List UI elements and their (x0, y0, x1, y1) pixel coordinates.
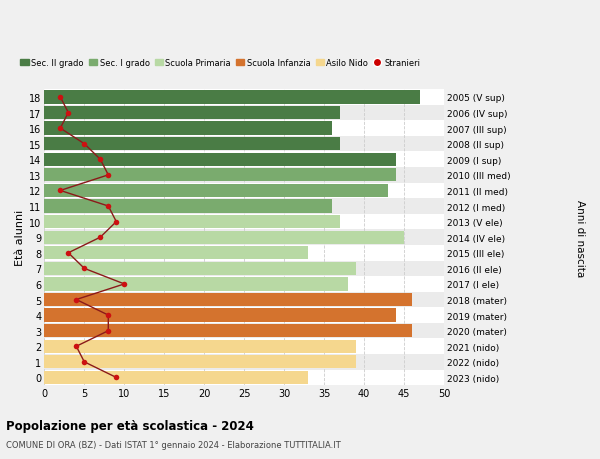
Bar (44, 214, 444, 230)
Bar (44, 370, 444, 386)
Point (103, 203, 113, 210)
Point (80, 265, 89, 273)
Bar (44, 339, 444, 354)
Bar (44, 325, 412, 337)
Point (80, 141, 89, 148)
Point (103, 327, 113, 335)
Point (56, 94, 65, 101)
Point (71, 343, 81, 350)
Point (64, 110, 73, 117)
Bar (44, 355, 356, 369)
Point (103, 312, 113, 319)
Y-axis label: Anni di nascita: Anni di nascita (575, 199, 585, 276)
Bar (44, 199, 444, 214)
Bar (44, 137, 444, 152)
Bar (44, 261, 444, 276)
Bar (44, 153, 396, 167)
Bar (44, 308, 444, 323)
Bar (44, 185, 388, 198)
Bar (44, 276, 444, 292)
Bar (44, 169, 396, 182)
Bar (44, 200, 332, 213)
Point (80, 358, 89, 366)
Bar (44, 90, 444, 106)
Bar (44, 216, 340, 229)
Bar (44, 340, 356, 353)
Bar (44, 371, 308, 384)
Bar (44, 323, 444, 339)
Point (103, 172, 113, 179)
Point (56, 187, 65, 195)
Point (112, 218, 121, 226)
Bar (44, 231, 404, 244)
Bar (44, 293, 412, 307)
Bar (44, 183, 444, 199)
Bar (44, 354, 444, 370)
Bar (44, 121, 444, 137)
Point (64, 250, 73, 257)
Text: Popolazione per età scolastica - 2024: Popolazione per età scolastica - 2024 (6, 419, 254, 432)
Bar (44, 106, 340, 120)
Bar (44, 152, 444, 168)
Bar (44, 262, 356, 275)
Bar (44, 278, 348, 291)
Bar (44, 246, 444, 261)
Point (71, 296, 81, 303)
Bar (44, 138, 340, 151)
Point (95, 234, 105, 241)
Bar (44, 309, 396, 322)
Bar (44, 106, 444, 121)
Point (119, 280, 129, 288)
Bar (44, 246, 308, 260)
Bar (44, 168, 444, 183)
Bar (44, 292, 444, 308)
Point (95, 156, 105, 163)
Bar (44, 91, 420, 104)
Text: COMUNE DI ORA (BZ) - Dati ISTAT 1° gennaio 2024 - Elaborazione TUTTITALIA.IT: COMUNE DI ORA (BZ) - Dati ISTAT 1° genna… (6, 441, 341, 449)
Bar (44, 122, 332, 135)
Point (56, 125, 65, 133)
Bar (44, 230, 444, 246)
Legend: Sec. II grado, Sec. I grado, Scuola Primaria, Scuola Infanzia, Asilo Nido, Stran: Sec. II grado, Sec. I grado, Scuola Prim… (20, 59, 420, 67)
Point (112, 374, 121, 381)
Y-axis label: Età alunni: Età alunni (15, 210, 25, 266)
